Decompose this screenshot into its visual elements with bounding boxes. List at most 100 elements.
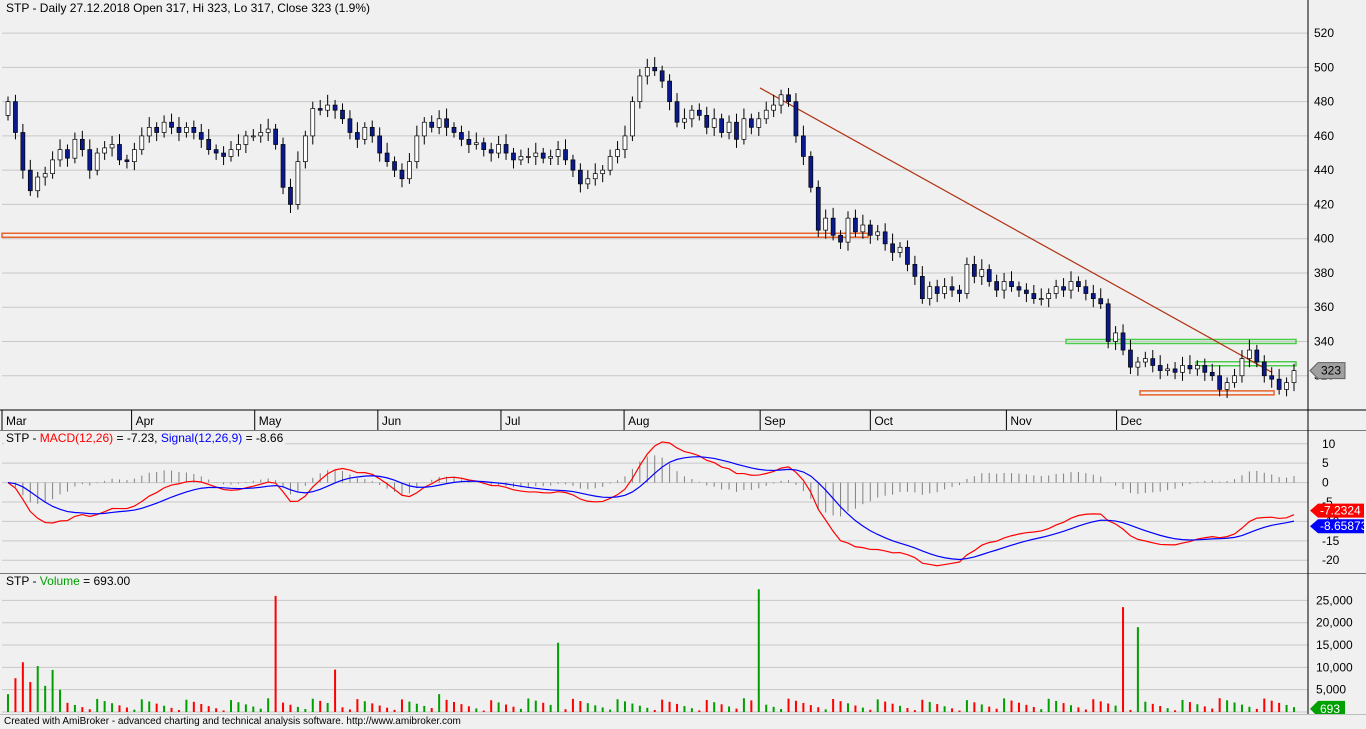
price-tick-label: 340 xyxy=(1314,334,1334,348)
candle-body xyxy=(325,104,330,111)
price-tick-label: 420 xyxy=(1314,197,1334,211)
candle-body xyxy=(65,149,70,159)
candle-body xyxy=(771,104,777,111)
candle-body xyxy=(1016,286,1022,291)
month-label: Apr xyxy=(136,414,155,428)
candle-body xyxy=(288,186,293,205)
candle-body xyxy=(191,126,197,133)
volume-tick-label: 5,000 xyxy=(1316,683,1346,697)
signal-label: Signal(12,26,9) xyxy=(160,431,243,445)
footer-text: Created with AmiBroker - advanced charti… xyxy=(4,716,461,727)
candle-body xyxy=(50,159,55,174)
candle-body xyxy=(1090,293,1096,300)
candle-body xyxy=(704,115,710,128)
candle-body xyxy=(793,101,799,137)
volume-last-tag xyxy=(1310,700,1345,717)
price-tick-label: 400 xyxy=(1314,232,1334,246)
candle-body xyxy=(734,121,739,140)
last-price-label: 323 xyxy=(1321,364,1341,378)
candle-body xyxy=(436,118,442,128)
price-chart[interactable]: 320340360380400420440460480500520MarAprM… xyxy=(0,0,1366,430)
candle-body xyxy=(57,149,63,161)
macd-tick-label: 5 xyxy=(1322,456,1329,470)
candle-body xyxy=(1187,365,1193,370)
candle-body xyxy=(630,101,635,137)
candle-body xyxy=(875,231,881,236)
candle-body xyxy=(815,186,821,231)
macd-tick-label: 10 xyxy=(1322,437,1336,451)
candle-body xyxy=(578,169,583,185)
candle-body xyxy=(384,152,390,162)
candle-body xyxy=(1157,365,1163,371)
candle-body xyxy=(27,169,33,192)
candle-body xyxy=(5,101,11,116)
candle-body xyxy=(1284,382,1289,390)
candle-body xyxy=(1224,382,1230,390)
macd-line xyxy=(7,441,1295,567)
candle-body xyxy=(466,138,472,145)
candle-body xyxy=(778,94,784,106)
candle-body xyxy=(184,126,189,133)
candle-body xyxy=(1053,286,1059,294)
month-label: Jul xyxy=(505,414,520,428)
candle-body xyxy=(473,142,479,145)
candle-body xyxy=(94,152,100,171)
price-tick-label: 480 xyxy=(1314,95,1334,109)
volume-last-label: 693 xyxy=(1320,702,1340,714)
candle-body xyxy=(696,109,702,116)
macd-last-tag xyxy=(1310,503,1364,518)
candle-body xyxy=(273,128,278,145)
candle-body xyxy=(236,144,241,150)
candle-body xyxy=(897,246,903,253)
volume-tick-label: 20,000 xyxy=(1316,616,1353,630)
candle-body xyxy=(592,173,598,180)
macd-value: = -7.23, xyxy=(113,431,161,445)
candle-body xyxy=(1135,361,1141,368)
candle-body xyxy=(317,108,323,111)
candle-body xyxy=(763,109,769,120)
candle-body xyxy=(369,126,375,137)
candle-body xyxy=(1195,365,1200,370)
resistance-line-upper xyxy=(1065,338,1297,345)
candle-body xyxy=(1076,281,1081,288)
candle-body xyxy=(548,156,553,159)
candle-body xyxy=(912,264,918,277)
candle-body xyxy=(176,126,182,133)
candle-body xyxy=(302,135,308,162)
candle-body xyxy=(853,217,858,233)
candle-body xyxy=(102,147,107,154)
candle-body xyxy=(741,118,747,140)
month-label: Jun xyxy=(382,414,401,428)
candle-body xyxy=(882,231,888,245)
volume-tick-label: 10,000 xyxy=(1316,660,1353,674)
candle-body xyxy=(979,269,985,277)
candle-body xyxy=(481,142,487,150)
candle-body xyxy=(109,144,115,149)
candle-body xyxy=(429,121,435,128)
candle-body xyxy=(682,118,687,123)
candle-body xyxy=(250,135,256,138)
month-label: Oct xyxy=(874,414,893,428)
candle-body xyxy=(756,118,762,128)
signal-value: = -8.66 xyxy=(242,431,284,445)
candle-body xyxy=(1276,378,1282,390)
candle-body xyxy=(347,118,353,133)
price-tick-label: 440 xyxy=(1314,163,1334,177)
candle-body xyxy=(340,109,345,120)
price-tick-label: 460 xyxy=(1314,129,1334,143)
candle-body xyxy=(488,149,494,154)
candle-body xyxy=(146,126,152,137)
month-label: May xyxy=(259,414,282,428)
candle-body xyxy=(615,149,620,157)
candle-body xyxy=(1068,281,1074,291)
candle-body xyxy=(801,135,806,157)
candle-body xyxy=(355,132,360,140)
candle-body xyxy=(1001,281,1007,291)
candle-body xyxy=(20,132,26,171)
candle-body xyxy=(1128,349,1133,368)
candle-body xyxy=(540,152,546,159)
